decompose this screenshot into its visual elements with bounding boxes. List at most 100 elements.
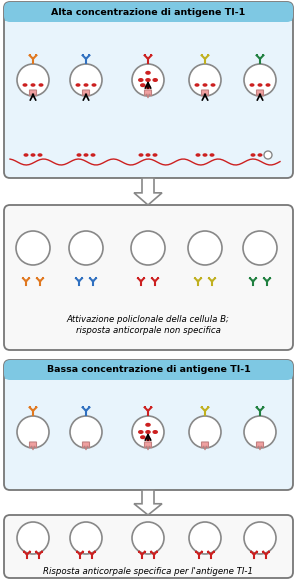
Ellipse shape (23, 83, 28, 87)
Text: Alta concentrazione di antigene TI-1: Alta concentrazione di antigene TI-1 (51, 8, 246, 16)
Ellipse shape (257, 83, 263, 87)
Bar (262, 406, 264, 408)
Ellipse shape (37, 153, 42, 157)
Circle shape (132, 416, 164, 448)
Bar (35, 54, 37, 56)
Bar (137, 277, 139, 279)
FancyBboxPatch shape (4, 360, 293, 380)
Bar (88, 551, 90, 553)
Bar (208, 277, 210, 279)
Ellipse shape (146, 153, 151, 157)
Bar (85, 414, 87, 416)
Circle shape (131, 231, 165, 265)
Ellipse shape (209, 153, 214, 157)
Bar (214, 277, 216, 279)
Bar (200, 277, 202, 279)
Bar (253, 557, 255, 559)
Ellipse shape (138, 78, 144, 82)
Ellipse shape (140, 83, 146, 87)
Bar (150, 406, 152, 408)
Bar (91, 557, 93, 559)
Bar (255, 277, 257, 279)
Polygon shape (201, 90, 208, 98)
FancyBboxPatch shape (4, 2, 293, 178)
Bar (211, 284, 213, 286)
Bar (143, 277, 145, 279)
Polygon shape (257, 442, 263, 450)
Bar (95, 277, 97, 279)
Bar (266, 284, 268, 286)
Bar (268, 551, 270, 553)
Circle shape (70, 64, 102, 96)
Bar (42, 277, 44, 279)
Ellipse shape (138, 430, 144, 434)
Ellipse shape (145, 437, 151, 441)
Bar (82, 54, 84, 56)
Bar (29, 54, 31, 56)
Bar (32, 62, 34, 64)
Bar (151, 277, 153, 279)
Bar (85, 62, 87, 64)
Bar (147, 414, 149, 416)
Circle shape (70, 522, 102, 554)
Bar (25, 284, 27, 286)
Ellipse shape (152, 78, 158, 82)
Bar (207, 54, 209, 56)
Bar (197, 284, 199, 286)
Ellipse shape (145, 423, 151, 427)
FancyBboxPatch shape (4, 205, 293, 350)
Bar (207, 406, 209, 408)
Ellipse shape (203, 83, 208, 87)
Bar (22, 277, 24, 279)
Bar (138, 551, 140, 553)
Polygon shape (83, 442, 89, 450)
Circle shape (243, 231, 277, 265)
Bar (38, 557, 40, 559)
Bar (194, 277, 196, 279)
Bar (92, 284, 94, 286)
Circle shape (264, 151, 272, 159)
Bar (5, 11, 292, 21)
Ellipse shape (75, 83, 80, 87)
Bar (36, 277, 38, 279)
Bar (76, 551, 78, 553)
Bar (143, 406, 146, 408)
Bar (259, 62, 261, 64)
Circle shape (16, 231, 50, 265)
Ellipse shape (91, 83, 97, 87)
FancyBboxPatch shape (4, 515, 293, 578)
Circle shape (189, 64, 221, 96)
Bar (256, 551, 258, 553)
Ellipse shape (145, 430, 151, 434)
Bar (259, 414, 261, 416)
Bar (207, 551, 209, 553)
Ellipse shape (83, 153, 89, 157)
Bar (262, 551, 264, 553)
Circle shape (189, 522, 221, 554)
Bar (82, 551, 84, 553)
Bar (75, 277, 77, 279)
Ellipse shape (145, 71, 151, 75)
Ellipse shape (145, 85, 151, 89)
Polygon shape (201, 442, 208, 450)
Ellipse shape (249, 83, 255, 87)
Bar (88, 406, 91, 408)
Bar (89, 277, 91, 279)
Bar (141, 557, 143, 559)
Bar (29, 551, 31, 553)
Circle shape (132, 522, 164, 554)
Bar (82, 406, 84, 408)
Bar (263, 277, 265, 279)
Bar (200, 406, 203, 408)
Bar (262, 54, 264, 56)
Bar (200, 54, 203, 56)
Bar (150, 551, 152, 553)
Bar (252, 284, 254, 286)
Bar (198, 557, 200, 559)
Bar (41, 551, 43, 553)
Bar (147, 62, 149, 64)
Text: Bassa concentrazione di antigene TI-1: Bassa concentrazione di antigene TI-1 (47, 365, 250, 375)
FancyBboxPatch shape (4, 2, 293, 22)
Ellipse shape (138, 153, 143, 157)
Bar (144, 551, 146, 553)
